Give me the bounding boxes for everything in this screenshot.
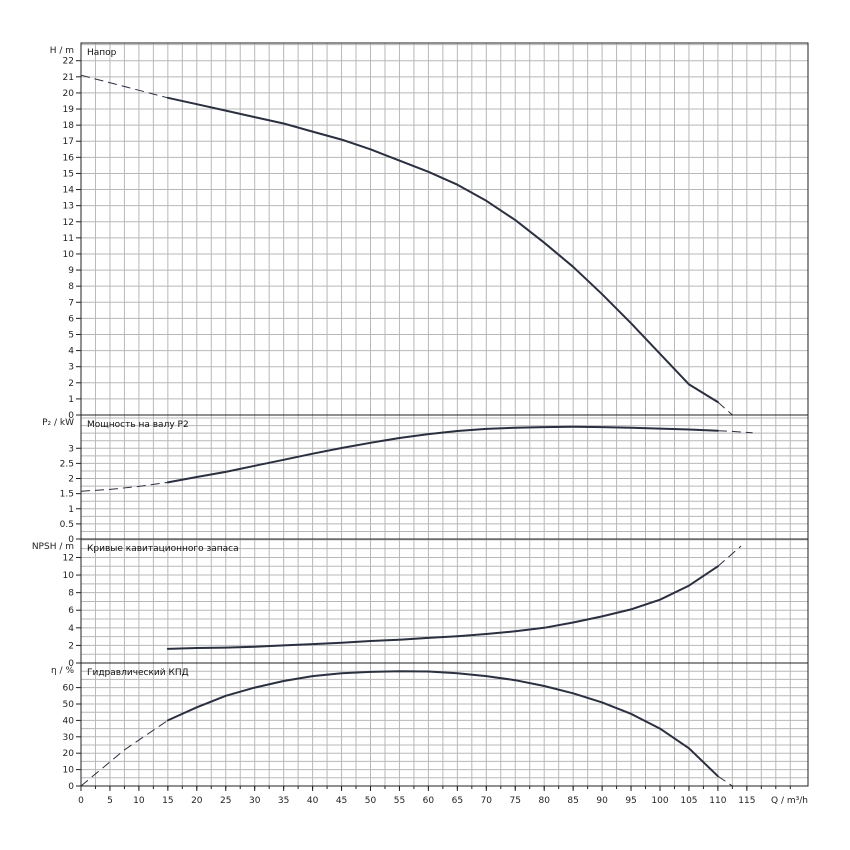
npsh-y-tick-label: 4	[68, 624, 74, 634]
x-tick-label: 70	[481, 796, 493, 806]
x-tick-label: 105	[680, 796, 697, 806]
head-y-tick-label: 22	[63, 57, 74, 67]
curve-layer	[80, 74, 753, 787]
head-y-tick-label: 20	[63, 89, 75, 99]
head-curve-extrapolated-start	[80, 74, 168, 99]
head-y-tick-label: 11	[63, 234, 74, 244]
head-y-tick-label: 21	[63, 73, 74, 83]
head-y-tick-label: 19	[63, 105, 75, 115]
power-y-tick-label: 0.5	[60, 520, 74, 530]
power-y-tick-label: 2	[68, 475, 74, 485]
head-y-tick-label: 7	[68, 298, 74, 308]
head-y-tick-label: 16	[63, 153, 75, 163]
efficiency-y-tick-label: 50	[63, 700, 75, 710]
head-y-tick-label: 4	[68, 347, 74, 357]
x-tick-label: 75	[510, 796, 521, 806]
head-y-tick-label: 5	[68, 330, 74, 340]
power-y-tick-label: 0	[68, 535, 74, 545]
npsh-y-tick-label: 2	[68, 641, 74, 651]
x-tick-label: 30	[249, 796, 261, 806]
x-tick-label: 80	[538, 796, 550, 806]
label-layer: 0 5 10 15 20 25 30 35 40 45 50 55 60 65 70 75 80 85 90 95 10…	[32, 46, 808, 806]
head-y-tick-label: 6	[68, 314, 74, 324]
efficiency-y-axis-label: η / %	[51, 666, 74, 676]
power-curve-extrapolated-start	[80, 481, 168, 492]
npsh-y-tick-label: 12	[63, 553, 74, 563]
efficiency-y-tick-label: 30	[63, 733, 75, 743]
head-curve	[166, 96, 719, 404]
power-y-tick-label: 1	[68, 505, 74, 515]
efficiency-curve-extrapolated-end	[717, 775, 733, 787]
head-y-tick-label: 17	[63, 137, 74, 147]
efficiency-panel-title: Гидравлический КПД	[87, 668, 189, 678]
x-tick-label: 60	[423, 796, 435, 806]
efficiency-y-tick-label: 40	[63, 716, 75, 726]
x-axis-label: Q / m³/h	[771, 796, 808, 806]
npsh-curve-extrapolated-end	[717, 545, 742, 567]
npsh-y-axis-label: NPSH / m	[32, 542, 74, 552]
x-tick-label: 45	[336, 796, 347, 806]
npsh-curve	[166, 565, 719, 650]
head-y-tick-label: 18	[63, 121, 75, 131]
head-y-tick-label: 9	[68, 266, 74, 276]
power-y-tick-label: 2.5	[60, 459, 74, 469]
x-tick-label: 0	[78, 796, 84, 806]
head-curve-extrapolated-end	[717, 401, 733, 416]
x-tick-label: 35	[278, 796, 289, 806]
power-y-tick-label: 1.5	[60, 490, 74, 500]
head-y-tick-label: 13	[63, 202, 74, 212]
power-y-axis-label: P₂ / kW	[42, 418, 74, 428]
power-panel-title: Мощность на валу P2	[87, 420, 189, 430]
x-tick-label: 5	[107, 796, 113, 806]
efficiency-y-tick-label: 0	[68, 782, 74, 792]
npsh-y-tick-label: 8	[68, 589, 74, 599]
x-tick-label: 100	[651, 796, 668, 806]
head-y-tick-label: 12	[63, 218, 74, 228]
efficiency-y-tick-label: 60	[63, 684, 75, 694]
head-y-tick-label: 15	[63, 169, 74, 179]
frame-layer	[76, 42, 809, 791]
power-y-tick-label: 3	[68, 444, 74, 454]
npsh-y-tick-label: 6	[68, 606, 74, 616]
npsh-y-tick-label: 10	[63, 571, 75, 581]
efficiency-curve-extrapolated-start	[80, 719, 169, 787]
x-tick-label: 85	[567, 796, 578, 806]
power-curve-extrapolated-end	[717, 430, 753, 434]
x-tick-label: 110	[709, 796, 726, 806]
head-y-axis-label: H / m	[50, 46, 74, 56]
efficiency-y-tick-label: 20	[63, 749, 75, 759]
head-panel-frame	[80, 42, 809, 416]
x-tick-label: 50	[365, 796, 377, 806]
efficiency-y-tick-label: 10	[63, 766, 75, 776]
x-tick-label: 10	[133, 796, 145, 806]
x-tick-label: 15	[162, 796, 173, 806]
head-y-tick-label: 8	[68, 282, 74, 292]
x-tick-label: 55	[394, 796, 405, 806]
x-tick-label: 115	[738, 796, 755, 806]
head-y-tick-label: 3	[68, 363, 74, 373]
x-tick-label: 95	[625, 796, 636, 806]
head-y-tick-label: 14	[63, 186, 75, 196]
npsh-panel-title: Кривые кавитационного запаса	[87, 544, 239, 554]
head-y-tick-label: 1	[68, 395, 74, 405]
npsh-y-tick-label: 0	[68, 659, 74, 669]
x-tick-label: 65	[452, 796, 463, 806]
x-tick-label: 40	[307, 796, 319, 806]
efficiency-curve	[166, 670, 719, 778]
head-panel-title: Напор	[87, 48, 117, 58]
head-y-tick-label: 2	[68, 379, 74, 389]
head-y-tick-label: 0	[68, 411, 74, 421]
efficiency-panel-frame	[80, 662, 809, 787]
power-curve	[166, 425, 719, 484]
head-y-tick-label: 10	[63, 250, 75, 260]
x-tick-label: 25	[220, 796, 231, 806]
x-tick-label: 20	[191, 796, 203, 806]
x-tick-label: 90	[596, 796, 608, 806]
